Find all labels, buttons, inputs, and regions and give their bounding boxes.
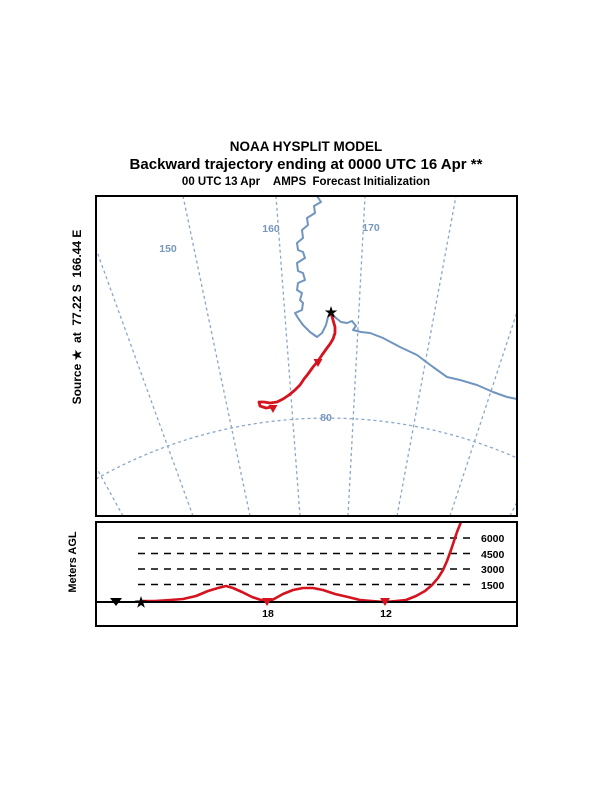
ytick-3000: 3000 (481, 564, 505, 576)
graticule-meridians (96, 196, 517, 516)
ytick-1500: 1500 (481, 580, 505, 592)
altitude-profile-line (139, 522, 463, 604)
map-border (95, 195, 518, 517)
axis-end-marker (110, 598, 122, 606)
plot-subtitle: Backward trajectory ending at 0000 UTC 1… (130, 156, 483, 173)
trajectory-path (257, 311, 337, 410)
profile-source-star-icon: ★ (135, 594, 148, 610)
map-panel: 150 160 170 80 ★ Source ★ at 77.22 S 166… (70, 195, 518, 517)
meters-agl-label: Meters AGL (67, 531, 79, 593)
page-title: NOAA HYSPLIT MODEL (230, 139, 383, 154)
trajectory-time-markers (268, 359, 323, 413)
altitude-panel: 6000 4500 3000 1500 ★ 18 12 Meters AGL (67, 521, 518, 627)
source-star-icon: ★ (325, 304, 338, 320)
latitude-label-80: 80 (320, 412, 332, 424)
coastline (294, 196, 517, 400)
xtick-18: 18 (262, 608, 274, 620)
ytick-4500: 4500 (481, 549, 505, 561)
meridian-label-150: 150 (159, 243, 177, 255)
source-location-label: Source ★ at 77.22 S 166.44 E (70, 230, 84, 405)
ytick-6000: 6000 (481, 533, 505, 545)
axis-time-markers (262, 598, 390, 606)
meridian-label-160: 160 (262, 223, 280, 235)
xtick-12: 12 (380, 608, 392, 620)
altitude-panel-border (95, 521, 518, 627)
init-label: 00 UTC 13 Apr AMPS Forecast Initializati… (182, 176, 430, 188)
latitude-circle-80s (96, 417, 517, 480)
meridian-label-170: 170 (362, 222, 380, 234)
